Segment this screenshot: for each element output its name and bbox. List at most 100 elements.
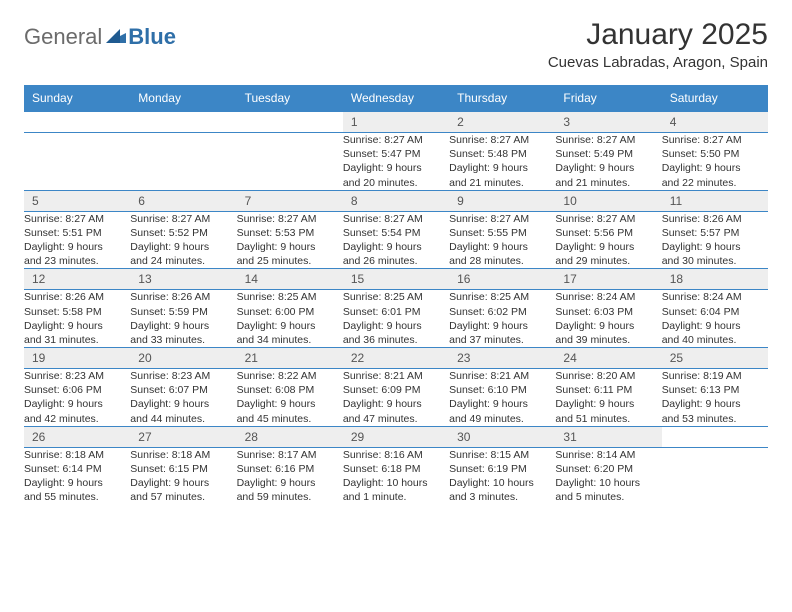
day-info-cell: Sunrise: 8:27 AMSunset: 5:56 PMDaylight:… bbox=[555, 211, 661, 269]
day-number-cell: 4 bbox=[662, 112, 768, 133]
day-d1: Daylight: 9 hours bbox=[449, 397, 555, 411]
day-sr: Sunrise: 8:27 AM bbox=[130, 212, 236, 226]
day-d1: Daylight: 9 hours bbox=[24, 319, 130, 333]
day-sr: Sunrise: 8:18 AM bbox=[24, 448, 130, 462]
day-d1: Daylight: 9 hours bbox=[130, 476, 236, 490]
day-sr: Sunrise: 8:27 AM bbox=[237, 212, 343, 226]
day-number: 4 bbox=[662, 112, 768, 132]
day-info-cell: Sunrise: 8:21 AMSunset: 6:09 PMDaylight:… bbox=[343, 369, 449, 427]
location-text: Cuevas Labradas, Aragon, Spain bbox=[548, 54, 768, 71]
day-ss: Sunset: 5:51 PM bbox=[24, 226, 130, 240]
day-number-cell: 6 bbox=[130, 190, 236, 211]
day-info-cell: Sunrise: 8:27 AMSunset: 5:49 PMDaylight:… bbox=[555, 133, 661, 191]
day-number-cell: 7 bbox=[237, 190, 343, 211]
day-d2: and 42 minutes. bbox=[24, 412, 130, 426]
day-number: 9 bbox=[449, 191, 555, 211]
day-ss: Sunset: 6:20 PM bbox=[555, 462, 661, 476]
day-number-cell: 23 bbox=[449, 348, 555, 369]
day-number: 13 bbox=[130, 269, 236, 289]
day-number-cell: 2 bbox=[449, 112, 555, 133]
day-info-cell: Sunrise: 8:25 AMSunset: 6:00 PMDaylight:… bbox=[237, 290, 343, 348]
day-number: 27 bbox=[130, 427, 236, 447]
day-d1: Daylight: 9 hours bbox=[555, 397, 661, 411]
day-number-cell: 24 bbox=[555, 348, 661, 369]
daynum-row: 262728293031 bbox=[24, 426, 768, 447]
day-number-cell: 28 bbox=[237, 426, 343, 447]
day-sr: Sunrise: 8:24 AM bbox=[662, 290, 768, 304]
day-number-cell: 14 bbox=[237, 269, 343, 290]
day-number: 10 bbox=[555, 191, 661, 211]
day-d1: Daylight: 9 hours bbox=[130, 240, 236, 254]
day-sr: Sunrise: 8:14 AM bbox=[555, 448, 661, 462]
info-row: Sunrise: 8:27 AMSunset: 5:47 PMDaylight:… bbox=[24, 133, 768, 191]
day-info-cell: Sunrise: 8:26 AMSunset: 5:57 PMDaylight:… bbox=[662, 211, 768, 269]
day-ss: Sunset: 6:07 PM bbox=[130, 383, 236, 397]
day-number: 3 bbox=[555, 112, 661, 132]
day-number-cell: 31 bbox=[555, 426, 661, 447]
day-d2: and 36 minutes. bbox=[343, 333, 449, 347]
day-sr: Sunrise: 8:26 AM bbox=[24, 290, 130, 304]
day-d2: and 29 minutes. bbox=[555, 254, 661, 268]
day-ss: Sunset: 6:08 PM bbox=[237, 383, 343, 397]
weekday-header: Friday bbox=[555, 85, 661, 112]
day-number: 15 bbox=[343, 269, 449, 289]
day-ss: Sunset: 5:56 PM bbox=[555, 226, 661, 240]
day-number: 16 bbox=[449, 269, 555, 289]
day-number: 19 bbox=[24, 348, 130, 368]
day-d2: and 26 minutes. bbox=[343, 254, 449, 268]
day-ss: Sunset: 5:57 PM bbox=[662, 226, 768, 240]
day-sr: Sunrise: 8:18 AM bbox=[130, 448, 236, 462]
day-sr: Sunrise: 8:27 AM bbox=[555, 133, 661, 147]
weekday-header: Wednesday bbox=[343, 85, 449, 112]
day-ss: Sunset: 5:48 PM bbox=[449, 147, 555, 161]
day-number: 31 bbox=[555, 427, 661, 447]
day-sr: Sunrise: 8:25 AM bbox=[343, 290, 449, 304]
day-info-cell: Sunrise: 8:26 AMSunset: 5:58 PMDaylight:… bbox=[24, 290, 130, 348]
day-ss: Sunset: 6:03 PM bbox=[555, 305, 661, 319]
day-sr: Sunrise: 8:16 AM bbox=[343, 448, 449, 462]
day-d2: and 3 minutes. bbox=[449, 490, 555, 504]
day-number: 18 bbox=[662, 269, 768, 289]
day-d1: Daylight: 9 hours bbox=[555, 240, 661, 254]
day-d2: and 30 minutes. bbox=[662, 254, 768, 268]
day-d2: and 40 minutes. bbox=[662, 333, 768, 347]
day-d1: Daylight: 9 hours bbox=[449, 240, 555, 254]
day-ss: Sunset: 5:54 PM bbox=[343, 226, 449, 240]
day-number-cell: 20 bbox=[130, 348, 236, 369]
day-info-cell: Sunrise: 8:20 AMSunset: 6:11 PMDaylight:… bbox=[555, 369, 661, 427]
day-number-cell: 21 bbox=[237, 348, 343, 369]
day-d2: and 44 minutes. bbox=[130, 412, 236, 426]
day-number: 23 bbox=[449, 348, 555, 368]
day-d2: and 20 minutes. bbox=[343, 176, 449, 190]
day-info-cell: Sunrise: 8:16 AMSunset: 6:18 PMDaylight:… bbox=[343, 447, 449, 504]
day-info-cell: Sunrise: 8:27 AMSunset: 5:50 PMDaylight:… bbox=[662, 133, 768, 191]
day-d1: Daylight: 9 hours bbox=[237, 319, 343, 333]
day-sr: Sunrise: 8:27 AM bbox=[662, 133, 768, 147]
day-d1: Daylight: 10 hours bbox=[555, 476, 661, 490]
day-info-cell: Sunrise: 8:21 AMSunset: 6:10 PMDaylight:… bbox=[449, 369, 555, 427]
day-info-cell: Sunrise: 8:17 AMSunset: 6:16 PMDaylight:… bbox=[237, 447, 343, 504]
day-number-cell: 13 bbox=[130, 269, 236, 290]
day-number: 28 bbox=[237, 427, 343, 447]
day-info-cell: Sunrise: 8:25 AMSunset: 6:02 PMDaylight:… bbox=[449, 290, 555, 348]
day-sr: Sunrise: 8:15 AM bbox=[449, 448, 555, 462]
page-title: January 2025 bbox=[548, 18, 768, 52]
info-row: Sunrise: 8:18 AMSunset: 6:14 PMDaylight:… bbox=[24, 447, 768, 504]
day-sr: Sunrise: 8:25 AM bbox=[237, 290, 343, 304]
day-info-cell bbox=[237, 133, 343, 191]
day-number-cell bbox=[24, 112, 130, 133]
day-sr: Sunrise: 8:17 AM bbox=[237, 448, 343, 462]
day-d1: Daylight: 9 hours bbox=[237, 240, 343, 254]
day-ss: Sunset: 6:00 PM bbox=[237, 305, 343, 319]
day-number: 30 bbox=[449, 427, 555, 447]
day-d1: Daylight: 9 hours bbox=[130, 319, 236, 333]
day-sr: Sunrise: 8:27 AM bbox=[24, 212, 130, 226]
day-number-cell: 17 bbox=[555, 269, 661, 290]
day-sr: Sunrise: 8:21 AM bbox=[449, 369, 555, 383]
day-info-cell: Sunrise: 8:24 AMSunset: 6:03 PMDaylight:… bbox=[555, 290, 661, 348]
day-number-cell: 22 bbox=[343, 348, 449, 369]
day-info-cell: Sunrise: 8:27 AMSunset: 5:54 PMDaylight:… bbox=[343, 211, 449, 269]
day-sr: Sunrise: 8:23 AM bbox=[130, 369, 236, 383]
day-ss: Sunset: 5:55 PM bbox=[449, 226, 555, 240]
day-number: 6 bbox=[130, 191, 236, 211]
